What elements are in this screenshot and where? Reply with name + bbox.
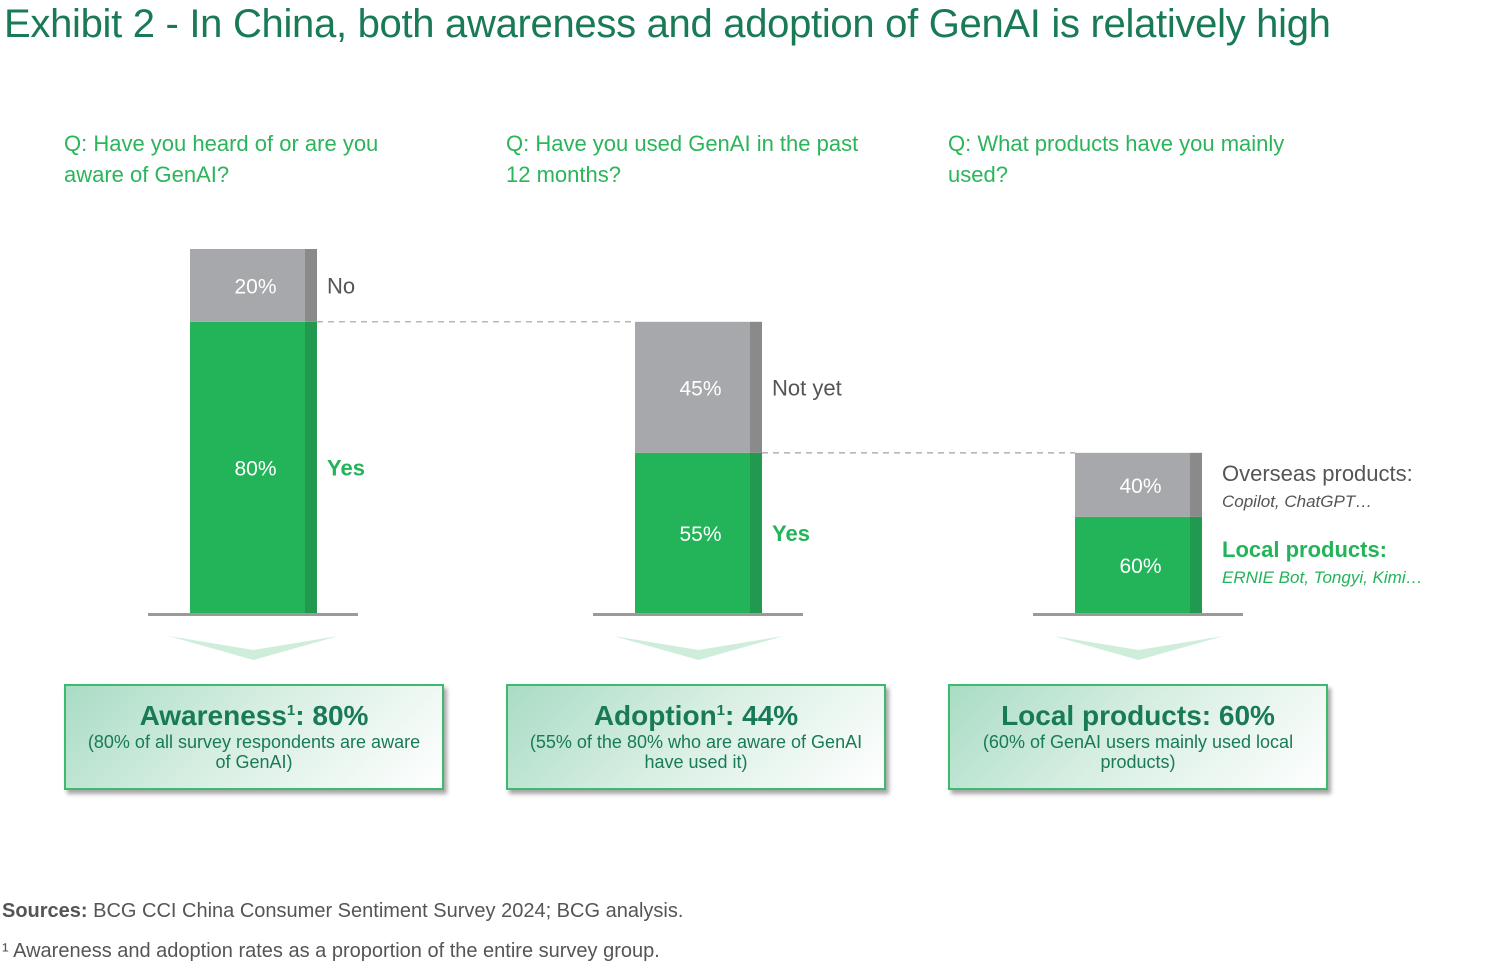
chevron-down-icon — [613, 636, 784, 660]
bar-segment-side — [305, 321, 317, 613]
value-label: 40% — [1119, 475, 1161, 498]
bar-segment-no — [635, 321, 750, 453]
bar-segment-yes — [635, 452, 750, 613]
stacked-bar-chart: 80% Yes 20% No 55% Yes 45% Not yet 60% Local prod… — [148, 249, 1423, 660]
category-label: Not yet — [772, 375, 842, 400]
baseline-axis — [593, 613, 803, 616]
bar-segment-yes — [1075, 516, 1190, 613]
bar-segment-side — [1190, 516, 1202, 613]
bar-segment-side — [305, 249, 317, 322]
bar-segment-side — [750, 321, 762, 453]
summary-note: (55% of the 80% who are aware of GenAI h… — [529, 732, 863, 772]
summary-title: Adoption1: 44% — [593, 700, 799, 731]
value-label: 45% — [679, 377, 721, 400]
category-label: Yes — [772, 521, 810, 546]
baseline-axis — [148, 613, 358, 616]
value-label: 80% — [234, 457, 276, 480]
baseline-axis — [1033, 613, 1243, 616]
category-label: Local products: — [1222, 537, 1387, 562]
summary-note: (60% of GenAI users mainly used local pr… — [982, 732, 1294, 772]
chevron-down-icon — [1053, 636, 1224, 660]
category-sublabel: ERNIE Bot, Tongyi, Kimi… — [1222, 568, 1423, 587]
question-adoption: Q: Have you used GenAI in the past 12 mo… — [506, 131, 859, 187]
question-products: Q: What products have you mainly used? — [948, 131, 1285, 187]
category-label: No — [327, 273, 355, 298]
summary-note: (80% of all survey respondents are aware… — [87, 732, 421, 772]
summary-box-awareness: Awareness1: 80% (80% of all survey respo… — [64, 684, 444, 790]
bar-segment-no — [1075, 452, 1190, 517]
value-label: 55% — [679, 523, 721, 546]
value-label: 60% — [1119, 555, 1161, 578]
summary-title: Awareness1: 80% — [139, 700, 369, 731]
summary-box-local-products: Local products: 60% (60% of GenAI users … — [948, 684, 1328, 790]
sources-label: Sources: — [2, 900, 88, 922]
bar-segment-side — [750, 452, 762, 613]
summary-box-adoption: Adoption1: 44% (55% of the 80% who are a… — [506, 684, 886, 790]
footnote: ¹ Awareness and adoption rates as a prop… — [2, 940, 660, 962]
category-sublabel: Copilot, ChatGPT… — [1222, 492, 1372, 511]
sources-line: Sources: BCG CCI China Consumer Sentimen… — [2, 900, 683, 923]
bar-segment-yes — [190, 321, 305, 613]
bar-segment-side — [1190, 452, 1202, 517]
bar-segment-no — [190, 249, 305, 322]
sources-text: BCG CCI China Consumer Sentiment Survey … — [87, 900, 684, 922]
category-label: Overseas products: — [1222, 461, 1413, 486]
question-awareness: Q: Have you heard of or are you aware of… — [64, 131, 379, 187]
summary-title: Local products: 60% — [1001, 700, 1275, 731]
chevron-down-icon — [168, 636, 339, 660]
exhibit-title: Exhibit 2 - In China, both awareness and… — [4, 2, 1331, 46]
category-label: Yes — [327, 455, 365, 480]
value-label: 20% — [234, 275, 276, 298]
